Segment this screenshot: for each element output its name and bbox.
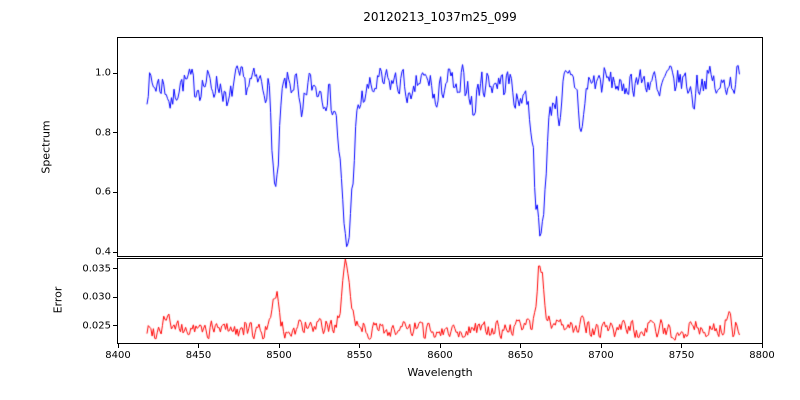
spectrum-y-tick-mark	[113, 191, 117, 193]
error-y-tick-mark	[113, 296, 117, 298]
x-tick-label: 8450	[185, 350, 212, 361]
x-tick-label: 8400	[105, 350, 131, 361]
error-y-tick-label: 0.035	[82, 263, 111, 275]
x-tick-mark	[117, 344, 119, 348]
x-tick-mark	[520, 344, 521, 348]
error-plot-area	[117, 258, 763, 344]
x-tick-label: 8700	[588, 350, 614, 361]
error-y-axis-label: Error	[51, 286, 65, 314]
x-tick-mark	[359, 344, 360, 348]
error-y-tick-mark	[113, 268, 117, 270]
spectrum-y-axis-label: Spectrum	[39, 120, 53, 174]
x-tick-mark	[198, 344, 199, 348]
x-tick-label: 8550	[346, 350, 373, 361]
x-tick-mark	[278, 344, 280, 348]
spectrum-y-tick-label: 1.0	[95, 67, 111, 79]
spectrum-y-tick-label: 0.8	[95, 127, 111, 139]
error-y-tick-label: 0.025	[82, 320, 111, 332]
x-tick-mark	[761, 344, 763, 348]
spectrum-y-tick-mark	[113, 132, 117, 134]
x-tick-label: 8500	[266, 350, 292, 361]
error-y-tick-label: 0.030	[82, 291, 111, 303]
chart-title: 20120213_1037m25_099	[363, 10, 517, 24]
error-line-canvas	[118, 259, 762, 343]
x-tick-label: 8800	[749, 350, 775, 361]
x-tick-mark	[681, 344, 682, 348]
spectrum-line-canvas	[118, 38, 762, 256]
x-tick-mark	[600, 344, 602, 348]
x-tick-mark	[439, 344, 441, 348]
x-axis-label: Wavelength	[407, 366, 473, 379]
spectrum-y-tick-mark	[113, 72, 117, 74]
spectrum-y-tick-mark	[113, 251, 117, 253]
x-tick-label: 8650	[507, 350, 534, 361]
error-y-tick-mark	[113, 325, 117, 327]
x-tick-label: 8600	[427, 350, 453, 361]
x-tick-label: 8750	[668, 350, 695, 361]
spectrum-plot-area	[117, 37, 763, 257]
spectrum-y-tick-label: 0.6	[95, 186, 111, 198]
spectrum-y-tick-label: 0.4	[95, 246, 111, 258]
